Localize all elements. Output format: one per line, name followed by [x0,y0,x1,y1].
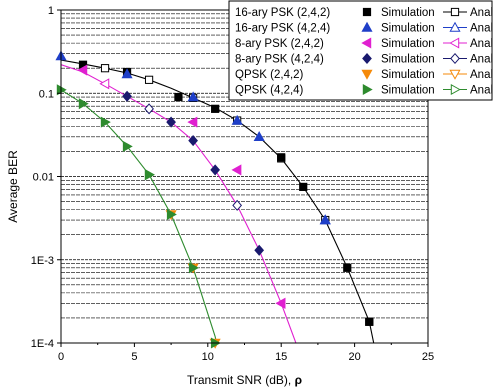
y-tick-label: 0.01 [33,172,54,184]
analysis-marker [232,199,243,211]
legend-ana-marker [450,52,460,65]
legend-simulation-label: Simulation [381,69,435,81]
simulation-marker [174,92,183,102]
analysis-marker [144,103,154,115]
legend-ana-marker [449,69,461,80]
legend-sim-marker [361,21,373,32]
simulation-marker [319,214,331,225]
legend-analysis-label: Analysis [470,69,493,81]
simulation-marker [188,135,198,147]
x-tick-label: 0 [58,351,64,363]
analysis-curve-0 [61,59,375,343]
simulation-marker [343,263,352,272]
legend-sim-marker [362,52,372,65]
x-tick-label: 5 [131,351,137,363]
y-tick-label: 0.1 [39,88,54,100]
legend-sim-marker [362,83,373,96]
x-tick-label: 10 [202,351,214,363]
simulation-marker [275,297,286,309]
simulation-marker [122,90,132,102]
legend-series-name: 16-ary PSK (2,4,2) [235,7,330,19]
simulation-marker [253,131,265,141]
simulation-marker [231,164,242,176]
simulation-marker [144,169,155,181]
simulation-marker [188,262,199,274]
simulation-marker [231,114,243,125]
simulation-marker [187,116,198,128]
simulation-marker [78,98,89,110]
legend-ana-marker [449,21,461,32]
legend-series-name: QPSK (2,4,2) [235,69,304,81]
legend-analysis-label: Analysis [470,54,493,66]
legend-analysis-label: Analysis [470,7,493,19]
legend-sim-marker [361,37,372,49]
simulation-marker [210,164,221,176]
data-markers [55,50,374,349]
simulation-marker [187,91,199,102]
legend: 16-ary PSK (2,4,2) Simulation Analysis 16-a… [228,0,493,101]
axis-ticks: 0 5 10 15 20 25 1E-4 1E-3 0.01 0.1 1 [31,5,434,363]
legend-ana-marker [449,37,460,49]
simulation-marker [77,64,88,76]
simulation-marker [166,208,177,221]
simulation-marker [121,68,133,79]
legend-series-name: 8-ary PSK (4,2,4) [235,54,324,66]
analysis-marker [99,78,110,90]
analysis-marker [144,75,154,84]
legend-analysis-label: Analysis [470,23,493,35]
legend-analysis-label: Analysis [470,38,493,50]
analysis-curve-2 [61,64,297,343]
legend-sim-marker [361,69,373,80]
simulation-marker [122,140,133,152]
y-tick-label: 1E-4 [31,338,54,350]
simulation-marker [100,116,111,128]
x-tick-label: 25 [422,351,434,363]
y-axis-label: Average BER [6,150,20,223]
simulation-marker [166,116,176,128]
legend-series-name: 8-ary PSK (2,4,2) [235,38,324,50]
legend-analysis-label: Analysis [470,85,493,97]
legend-series-name: QPSK (4,2,4) [235,85,304,97]
legend-simulation-label: Simulation [381,7,435,19]
simulation-marker [211,104,220,113]
analysis-marker [100,64,110,73]
simulation-marker [254,244,265,256]
simulation-marker [277,153,286,162]
analysis-curve-5 [61,89,218,343]
y-tick-label: 1 [48,5,54,17]
simulation-marker [299,182,308,192]
legend-box [228,0,493,101]
x-tick-label: 15 [275,351,287,363]
legend-simulation-label: Simulation [381,85,435,97]
x-tick-label: 20 [348,351,360,363]
legend-series-name: 16-ary PSK (4,2,4) [235,23,330,35]
legend-simulation-label: Simulation [381,54,435,66]
legend-ana-marker [450,7,460,17]
simulation-marker [365,317,374,326]
x-axis-label: Transmit SNR (dB), ρ [187,373,302,387]
y-tick-label: 1E-3 [31,255,54,267]
legend-simulation-label: Simulation [381,38,435,50]
legend-simulation-label: Simulation [381,23,435,35]
legend-ana-marker [450,83,461,96]
legend-sim-marker [362,7,372,17]
